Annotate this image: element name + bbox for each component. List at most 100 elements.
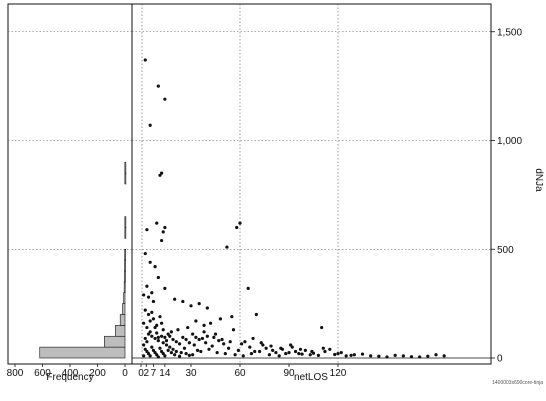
scatter-point [254,312,258,317]
scatter-point [218,317,222,321]
scatter-point [166,348,170,352]
scatter-point [150,291,154,295]
scatter-point [289,343,293,347]
scatter-x-tick-label: 0 [138,368,144,379]
scatter-point [261,343,265,347]
scatter-point [197,337,201,342]
histogram-bar [115,325,126,337]
scatter-point [333,352,337,357]
scatter-point [155,353,159,357]
histogram-x-tick-label: 800 [7,368,24,379]
scatter-point [173,297,177,301]
scatter-point [197,302,201,306]
scatter-point [163,354,167,358]
scatter-point [145,284,149,288]
scatter-point [158,173,162,177]
scatter-point [310,349,314,354]
scatter-point [155,323,159,327]
scatter-point [369,354,373,358]
scatter-point [385,355,389,359]
scatter-point [303,348,307,352]
scatter-point [158,346,162,350]
histogram-bar [124,227,127,239]
scatter-point [222,342,226,346]
scatter-point [293,349,298,354]
scatter-point [308,353,312,357]
scatter-point [161,341,165,345]
scatter-x-tick-label: 90 [283,368,295,379]
scatter-point [409,355,414,359]
scatter-point [146,312,151,317]
scatter-point [156,339,160,343]
scatter-x-tick-label: 60 [234,368,246,379]
scatter-point [349,353,353,357]
scatter-point [231,328,236,332]
scatter-point [236,348,240,352]
scatter-point [158,315,162,319]
scatter-point [155,221,159,225]
histogram-bar [124,216,127,228]
scatter-point [156,355,160,359]
scatter-point [200,336,205,341]
scatter-point [300,352,304,356]
scatter-point [393,353,397,357]
scatter-point [267,353,271,357]
scatter-point [297,352,301,356]
scatter-point [258,349,262,354]
scatter-point [177,354,182,358]
scatter-point [143,336,147,341]
scatter-point [151,348,156,352]
scatter-point [323,349,327,354]
scatter-point [205,306,209,310]
histogram-bar [104,335,126,348]
histogram-x-tick-label: 600 [34,368,51,379]
histogram-bars [39,161,127,359]
scatter-y-ticks: 0 500 1,000 1,500 [491,27,522,365]
histogram-bar [122,303,126,315]
scatter-point [360,352,365,356]
scatter-point [217,339,221,343]
scatter-point [233,353,237,357]
scatter-point [290,345,294,349]
histogram-frame [7,3,133,365]
scatter-point [179,350,183,355]
scatter-point [163,225,167,230]
scatter-point [212,335,216,339]
scatter-point [223,352,227,356]
scatter-point [339,350,343,355]
scatter-point [194,335,198,339]
scatter-point [145,349,149,354]
scatter-point [246,286,250,290]
scatter-point [155,331,159,335]
histogram-bar [39,346,126,359]
scatter-point [163,97,167,101]
scatter-point [143,347,147,351]
scatter-point [187,341,191,345]
scatter-point [142,293,146,297]
scatter-point [161,230,165,234]
histogram-bar [124,172,127,185]
scatter-point [150,334,154,338]
scatter-point [160,349,164,354]
scatter-point [284,352,288,356]
scatter-point [176,328,180,332]
scatter-point [215,350,219,355]
scatter-point [142,321,146,325]
scatter-y-tick-label: 0 [497,354,503,365]
scatter-point [336,352,340,356]
scatter-point [192,343,196,347]
scatter-point [418,355,422,359]
histogram-bar [124,248,127,261]
scatter-x-ticks: 0 2 7 14 30 60 90 120 [138,364,347,379]
scatter-point [146,295,151,299]
scatter-point [264,346,268,350]
scatter-point [160,321,164,325]
scatter-point [235,225,239,230]
scatter-point [145,325,149,330]
scatter-point [151,299,156,304]
scatter-point [174,340,178,344]
scatter-point [259,341,263,345]
scatter-x-tick-label: 120 [330,368,347,379]
